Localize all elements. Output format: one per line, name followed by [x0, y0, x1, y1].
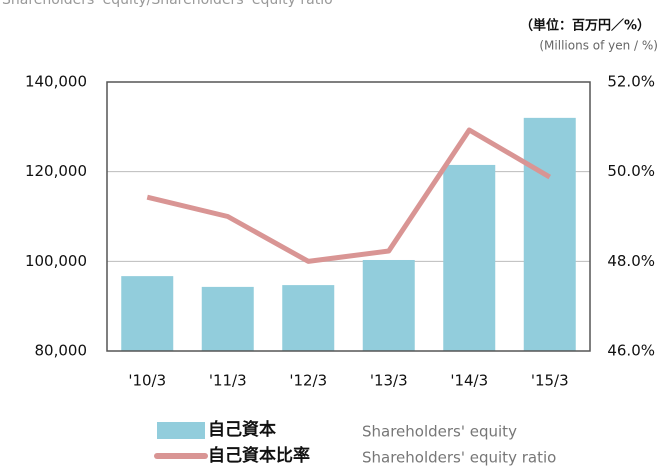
- x-tick-label: '14/3: [450, 372, 488, 390]
- x-tick-label: '13/3: [370, 372, 408, 390]
- plot-frame: [106, 81, 591, 352]
- bar: [282, 285, 335, 351]
- y-tick-label: 140,000: [25, 73, 87, 91]
- bar: [121, 276, 174, 351]
- bar: [201, 286, 254, 351]
- y2-tick-label: 46.0%: [607, 342, 655, 360]
- y-tick-label: 80,000: [35, 342, 88, 360]
- y2-tick-label: 48.0%: [607, 252, 655, 270]
- x-tick-label: '15/3: [531, 372, 569, 390]
- y-tick-label: 100,000: [25, 252, 87, 270]
- chart-title: Shareholders' equity/Shareholders' equit…: [2, 0, 333, 8]
- legend-swatch: [157, 422, 205, 439]
- legend-label: 自己資本比率: [208, 445, 310, 466]
- legend-label-en: Shareholders' equity ratio: [362, 449, 556, 467]
- unit-jp: （単位：百万円／%）: [520, 18, 650, 34]
- line: [146, 127, 552, 264]
- y2-tick-label: 52.0%: [607, 73, 655, 91]
- bar: [443, 164, 496, 351]
- bar: [362, 259, 415, 351]
- x-tick-label: '12/3: [289, 372, 327, 390]
- y-tick-label: 120,000: [25, 162, 87, 180]
- y2-tick-label: 50.0%: [607, 162, 655, 180]
- x-tick-label: '11/3: [209, 372, 247, 390]
- bar: [523, 117, 576, 351]
- unit-en: (Millions of yen / %): [539, 39, 658, 53]
- legend-label: 自己資本: [208, 419, 276, 440]
- x-tick-label: '10/3: [128, 372, 166, 390]
- legend-label-en: Shareholders' equity: [362, 423, 517, 441]
